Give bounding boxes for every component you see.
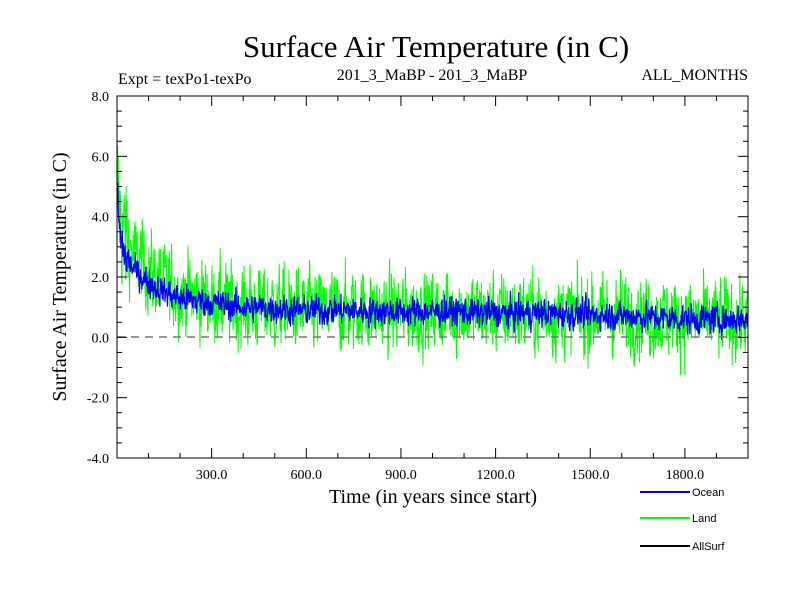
- experiment-label: Expt = texPo1-texPo: [118, 71, 251, 88]
- legend-label-ocean: Ocean: [692, 487, 724, 499]
- y-axis-label: Surface Air Temperature (in C): [49, 152, 71, 401]
- period-label: 201_3_MaBP - 201_3_MaBP: [337, 67, 528, 84]
- series-line-ocean: [117, 182, 748, 340]
- y-tick-label: 0.0: [92, 331, 110, 346]
- months-label: ALL_MONTHS: [641, 67, 748, 84]
- x-tick-label: 1500.0: [571, 468, 610, 483]
- legend: Ocean Land AllSurf: [640, 487, 725, 553]
- series-layer: [117, 145, 748, 376]
- y-tick-label: 8.0: [92, 90, 110, 105]
- y-axis: -4.0 -2.0 0.0 2.0 4.0 6.0 8.0: [87, 90, 748, 467]
- x-tick-label: 1800.0: [666, 468, 705, 483]
- x-axis-label: Time (in years since start): [329, 486, 537, 508]
- x-tick-label: 600.0: [291, 468, 323, 483]
- legend-label-land: Land: [692, 513, 716, 525]
- plot-area: [117, 145, 748, 376]
- y-tick-label: 6.0: [92, 150, 110, 165]
- series-line-land: [117, 145, 748, 376]
- y-tick-label: 2.0: [92, 271, 110, 286]
- x-axis: 300.0 600.0 900.0 1200.0 1500.0 1800.0: [148, 96, 717, 483]
- y-tick-label: -2.0: [87, 392, 109, 407]
- x-tick-label: 1200.0: [476, 468, 515, 483]
- chart-title: Surface Air Temperature (in C): [243, 29, 629, 64]
- y-tick-label: 4.0: [92, 211, 110, 226]
- legend-label-allsurf: AllSurf: [692, 541, 725, 553]
- x-tick-label: 300.0: [196, 468, 228, 483]
- x-tick-label: 900.0: [385, 468, 417, 483]
- y-tick-label: -4.0: [87, 452, 109, 467]
